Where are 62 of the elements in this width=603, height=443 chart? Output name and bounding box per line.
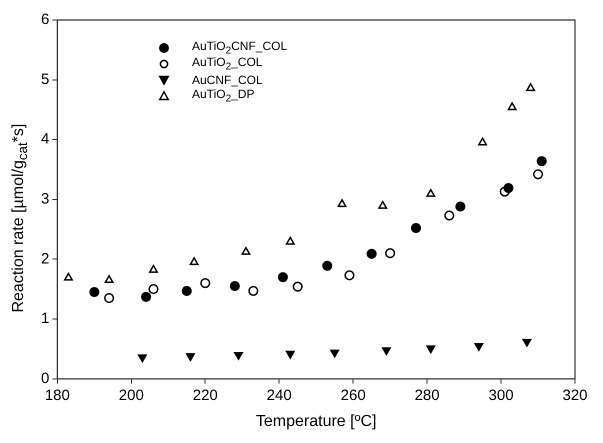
point — [248, 286, 258, 296]
x-tick-label: 240 — [266, 386, 292, 404]
point — [338, 199, 347, 208]
point — [385, 248, 396, 258]
x-tick-label: 180 — [44, 386, 70, 404]
y-tick-label: 3 — [41, 190, 50, 208]
point — [522, 338, 532, 347]
point — [455, 202, 466, 212]
point — [241, 246, 250, 255]
y-tick-label: 4 — [41, 130, 50, 148]
legend-label: AuCNF_COL — [192, 73, 263, 87]
x-tick-label: 200 — [118, 386, 144, 404]
point — [292, 282, 303, 292]
point — [500, 186, 510, 197]
point — [474, 343, 484, 351]
point — [234, 352, 243, 360]
x-tick-label: 280 — [414, 386, 440, 404]
point — [426, 345, 436, 354]
point — [526, 83, 536, 92]
y-tick-label: 2 — [41, 250, 50, 268]
x-tick-label: 300 — [488, 386, 514, 404]
point — [138, 354, 147, 362]
y-tick-label: 6 — [41, 11, 50, 28]
point — [148, 284, 159, 294]
point — [410, 223, 422, 234]
point — [286, 236, 295, 245]
point — [426, 188, 436, 197]
point — [190, 257, 199, 266]
point — [536, 156, 547, 166]
point — [478, 138, 488, 146]
legend-label: AuTiO$_{2}$_DP — [192, 87, 254, 105]
point — [141, 292, 152, 302]
y-tick-label: 5 — [41, 70, 50, 88]
y-tick-label: 0 — [41, 370, 50, 387]
point — [182, 286, 192, 296]
point — [230, 281, 240, 292]
point — [286, 350, 295, 359]
point — [503, 182, 514, 194]
x-axis-title: Temperature [ºC] — [256, 412, 376, 430]
x-tick-label: 320 — [562, 386, 588, 404]
point — [532, 169, 544, 180]
point — [382, 347, 391, 356]
legend-label: AuTiO$_{2}$CNF_COL — [192, 39, 288, 57]
point — [330, 350, 340, 358]
point — [186, 353, 195, 362]
point — [344, 270, 354, 280]
point — [278, 272, 288, 282]
x-tick-label: 220 — [192, 386, 218, 404]
legend-label: AuTiO$_{2}$_COL — [192, 55, 262, 73]
point — [200, 278, 210, 288]
y-tick-label: 1 — [41, 310, 50, 328]
point — [89, 287, 100, 298]
point — [322, 260, 332, 271]
point — [64, 272, 73, 281]
point — [444, 210, 454, 221]
point — [104, 293, 114, 304]
x-tick-label: 260 — [340, 386, 366, 404]
point — [149, 264, 158, 273]
point — [104, 275, 114, 284]
point — [378, 200, 388, 209]
point — [366, 248, 377, 259]
point — [508, 102, 517, 110]
